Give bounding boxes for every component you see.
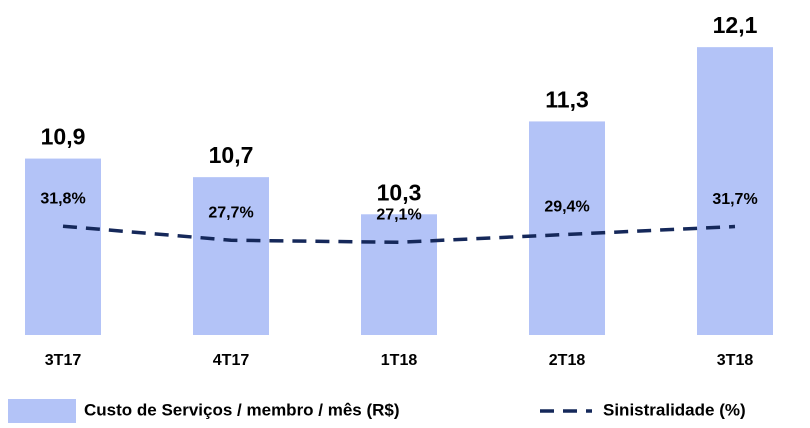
bar <box>697 47 773 336</box>
x-tick-label: 4T17 <box>213 352 250 369</box>
line-value-label: 31,8% <box>40 190 85 207</box>
legend-label: Custo de Serviços / membro / mês (R$) <box>84 400 400 419</box>
x-tick-label: 3T18 <box>717 352 754 369</box>
bar <box>361 214 437 335</box>
line-value-label: 27,1% <box>376 207 421 224</box>
bar-value-label: 12,1 <box>713 12 758 38</box>
bar <box>193 177 269 335</box>
x-tick-label: 3T17 <box>45 352 82 369</box>
legend-label: Sinistralidade (%) <box>603 400 746 419</box>
line-value-label: 27,7% <box>208 204 253 221</box>
x-tick-label: 2T18 <box>549 352 586 369</box>
bar <box>529 121 605 335</box>
bar-value-label: 10,9 <box>41 124 86 150</box>
bar-value-label: 10,7 <box>209 142 254 168</box>
bar <box>25 158 101 335</box>
line-value-label: 29,4% <box>544 199 589 216</box>
line-value-label: 31,7% <box>712 191 757 208</box>
x-tick-label: 1T18 <box>381 352 418 369</box>
legend-swatch <box>8 399 76 423</box>
line <box>62 224 736 245</box>
bar-value-label: 11,3 <box>545 87 589 113</box>
bar-value-label: 10,3 <box>377 179 422 205</box>
